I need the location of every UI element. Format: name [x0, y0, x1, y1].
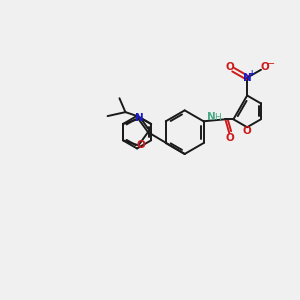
Text: −: −	[267, 59, 275, 69]
Text: +: +	[248, 69, 254, 78]
Text: N: N	[135, 113, 144, 123]
Text: O: O	[243, 126, 251, 136]
Text: O: O	[261, 62, 269, 72]
Text: H: H	[214, 113, 221, 122]
Text: N: N	[243, 73, 251, 83]
Text: N: N	[207, 112, 216, 122]
Text: O: O	[226, 133, 235, 143]
Text: O: O	[226, 62, 235, 72]
Text: O: O	[136, 140, 145, 150]
